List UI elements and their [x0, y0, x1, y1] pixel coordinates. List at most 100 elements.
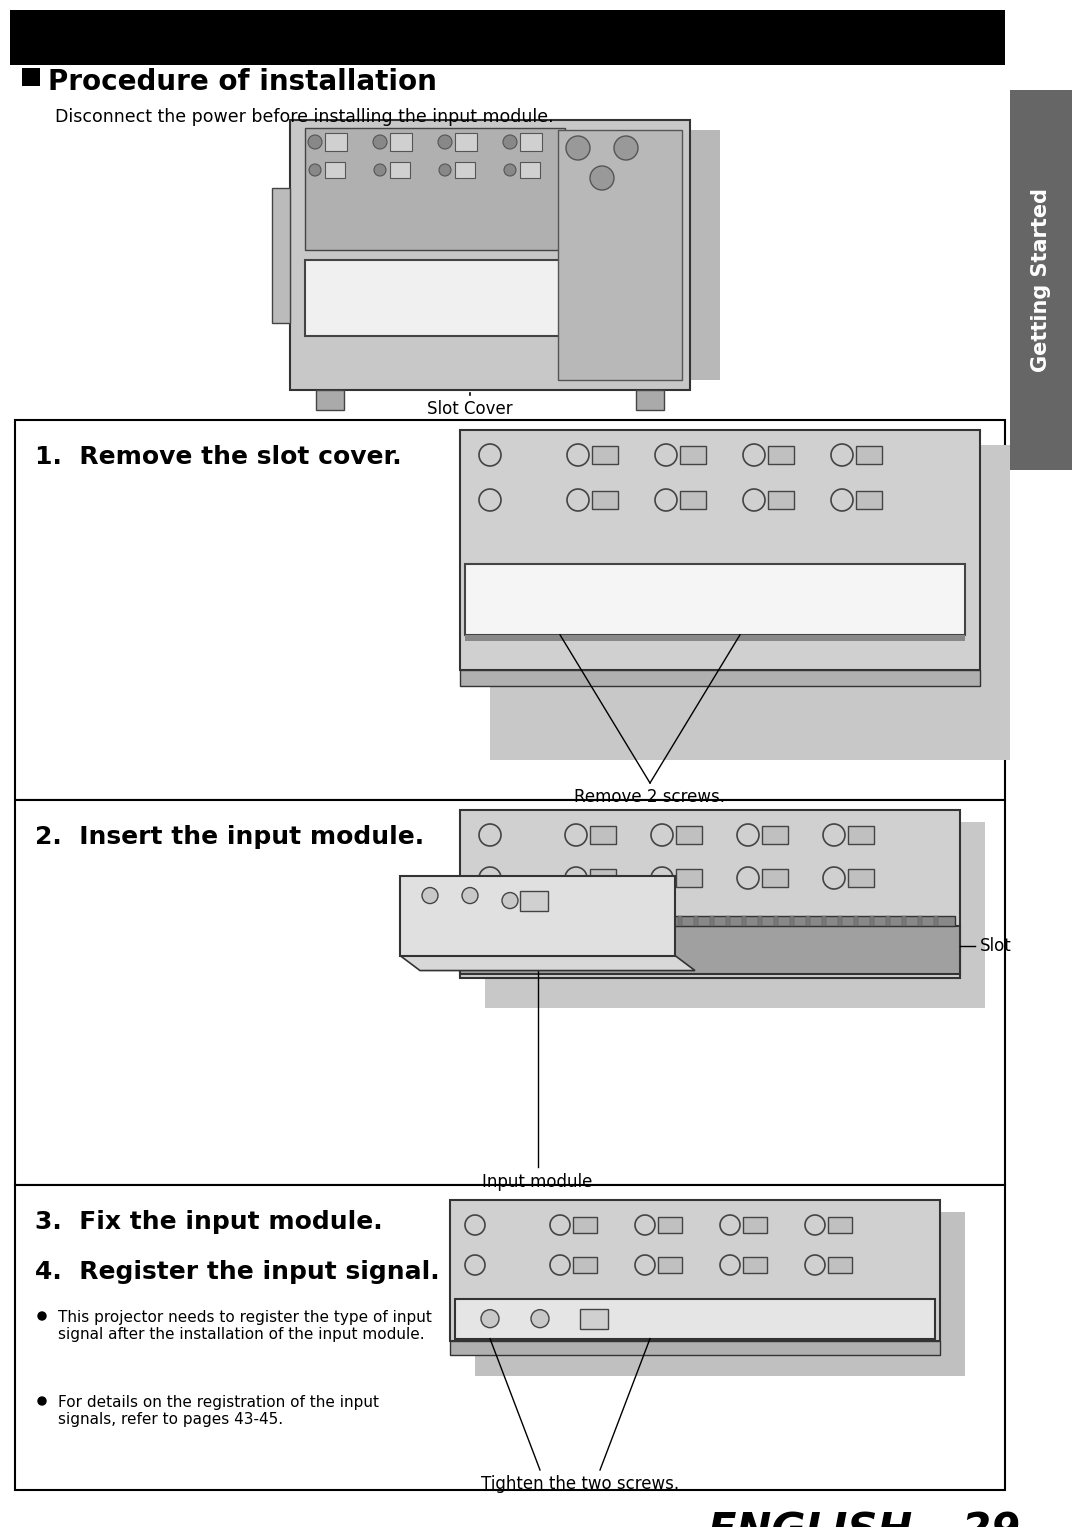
- Bar: [390, 162, 410, 179]
- Circle shape: [373, 134, 387, 150]
- Text: Remove 2 screws.: Remove 2 screws.: [575, 788, 726, 806]
- Text: Slot: Slot: [980, 936, 1012, 954]
- Bar: [918, 916, 922, 925]
- Bar: [710, 916, 714, 925]
- Bar: [455, 162, 475, 179]
- Bar: [325, 133, 347, 151]
- Bar: [680, 446, 706, 464]
- Bar: [870, 916, 874, 925]
- Bar: [460, 431, 980, 670]
- Text: 2.  Insert the input module.: 2. Insert the input module.: [35, 825, 424, 849]
- Bar: [636, 389, 664, 411]
- Circle shape: [503, 134, 517, 150]
- Bar: [455, 133, 477, 151]
- Bar: [580, 1309, 608, 1328]
- Bar: [22, 69, 40, 86]
- Text: 3.  Fix the input module.: 3. Fix the input module.: [35, 1209, 382, 1234]
- Bar: [566, 916, 570, 925]
- Bar: [886, 916, 890, 925]
- Bar: [558, 130, 681, 380]
- Bar: [325, 162, 345, 179]
- Bar: [615, 916, 618, 925]
- Bar: [848, 869, 874, 887]
- Text: Disconnect the power before installing the input module.: Disconnect the power before installing t…: [55, 108, 554, 127]
- Text: Procedure of installation: Procedure of installation: [48, 69, 437, 96]
- Bar: [598, 916, 602, 925]
- Bar: [630, 916, 634, 925]
- Circle shape: [531, 1310, 549, 1327]
- Circle shape: [38, 1397, 46, 1405]
- Bar: [450, 1200, 940, 1341]
- Circle shape: [374, 163, 386, 176]
- Bar: [486, 916, 490, 925]
- Bar: [726, 916, 730, 925]
- Bar: [768, 492, 794, 508]
- Bar: [658, 1257, 681, 1274]
- Bar: [390, 133, 411, 151]
- Bar: [902, 916, 906, 925]
- Polygon shape: [490, 444, 1010, 760]
- Circle shape: [566, 136, 590, 160]
- Bar: [1010, 90, 1072, 470]
- Polygon shape: [320, 130, 720, 380]
- Bar: [519, 133, 542, 151]
- Bar: [460, 670, 980, 686]
- Text: Slot Cover: Slot Cover: [428, 400, 513, 418]
- Bar: [465, 635, 966, 641]
- Bar: [470, 916, 474, 925]
- Circle shape: [462, 887, 478, 904]
- Bar: [658, 1217, 681, 1232]
- Text: 4.  Register the input signal.: 4. Register the input signal.: [35, 1260, 440, 1284]
- Bar: [742, 916, 746, 925]
- Text: This projector needs to register the type of input
signal after the installation: This projector needs to register the typ…: [58, 1310, 432, 1342]
- Bar: [590, 869, 616, 887]
- Bar: [694, 916, 698, 925]
- Bar: [662, 916, 666, 925]
- Bar: [590, 826, 616, 844]
- Bar: [856, 492, 882, 508]
- Bar: [534, 916, 538, 925]
- Circle shape: [422, 887, 438, 904]
- Bar: [573, 1217, 597, 1232]
- Bar: [934, 916, 939, 925]
- Bar: [460, 925, 960, 974]
- Bar: [573, 1257, 597, 1274]
- Circle shape: [615, 136, 638, 160]
- Bar: [646, 916, 650, 925]
- Circle shape: [438, 134, 453, 150]
- Circle shape: [438, 163, 451, 176]
- Bar: [465, 565, 966, 635]
- Bar: [455, 1298, 935, 1339]
- Bar: [518, 916, 522, 925]
- Bar: [806, 916, 810, 925]
- Polygon shape: [475, 1212, 966, 1376]
- Bar: [582, 916, 586, 925]
- Circle shape: [309, 163, 321, 176]
- Bar: [592, 492, 618, 508]
- Bar: [822, 916, 826, 925]
- Bar: [678, 916, 681, 925]
- Text: For details on the registration of the input
signals, refer to pages 43-45.: For details on the registration of the i…: [58, 1396, 379, 1428]
- Text: Input module: Input module: [483, 1173, 593, 1191]
- Text: Getting Started: Getting Started: [1031, 188, 1051, 373]
- Bar: [460, 809, 960, 977]
- Bar: [789, 916, 794, 925]
- Bar: [854, 916, 858, 925]
- Bar: [305, 128, 565, 249]
- Text: Tighten the two screws.: Tighten the two screws.: [481, 1475, 679, 1493]
- Bar: [592, 446, 618, 464]
- Bar: [856, 446, 882, 464]
- Bar: [15, 1185, 1005, 1490]
- Circle shape: [308, 134, 322, 150]
- Text: 1.  Remove the slot cover.: 1. Remove the slot cover.: [35, 444, 402, 469]
- Bar: [774, 916, 778, 925]
- Bar: [15, 420, 1005, 800]
- Bar: [15, 800, 1005, 1185]
- Polygon shape: [400, 956, 696, 971]
- Bar: [743, 1257, 767, 1274]
- Bar: [465, 916, 955, 925]
- Bar: [758, 916, 762, 925]
- Circle shape: [38, 1312, 46, 1319]
- Bar: [828, 1217, 852, 1232]
- Bar: [400, 875, 675, 956]
